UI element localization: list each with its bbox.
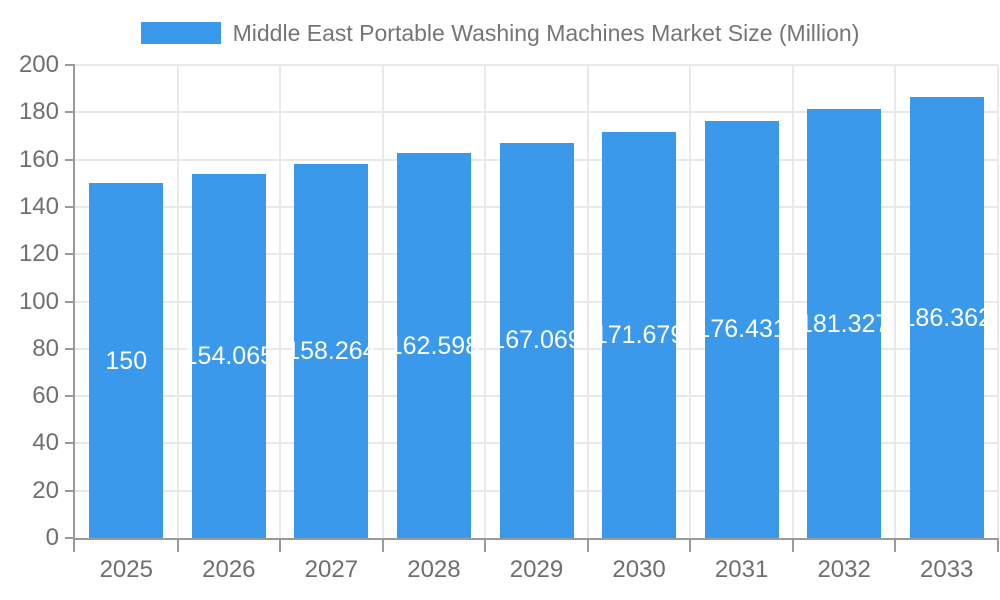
x-axis-tick-3	[381, 538, 384, 552]
x-axis-tick-9	[997, 538, 999, 552]
plot-area: 0 20 40 60 80 100 120 140 160 180 200 2025 150 2026 15…	[19, 53, 999, 583]
x-axis-tick-4	[484, 538, 487, 552]
y-axis-tick-100	[65, 300, 75, 303]
gridline-vertical-4	[484, 65, 487, 538]
y-axis-tick-180	[65, 111, 75, 114]
y-axis-tick-120	[65, 253, 75, 256]
y-axis-label-100: 100	[18, 287, 59, 315]
bar-2029[interactable]	[499, 142, 574, 538]
legend[interactable]: Middle East Portable Washing Machines Ma…	[0, 20, 1000, 46]
bar-2032[interactable]	[807, 109, 882, 538]
bar-2027[interactable]	[294, 163, 369, 538]
bar-2025[interactable]	[89, 183, 164, 538]
bar-2033[interactable]	[909, 97, 984, 538]
gridline-horizontal-200	[75, 64, 998, 66]
x-axis-label-2027: 2027	[304, 556, 359, 583]
y-axis-tick-40	[65, 442, 75, 445]
y-axis-label-120: 120	[18, 240, 59, 268]
gridline-vertical-1	[176, 65, 179, 538]
x-axis-label-2025: 2025	[99, 556, 153, 583]
x-axis-label-2033: 2033	[920, 556, 974, 583]
gridline-vertical-9	[997, 65, 999, 538]
bar-2026[interactable]	[191, 173, 266, 538]
y-axis-label-40: 40	[32, 429, 59, 457]
y-axis-tick-140	[65, 205, 75, 208]
y-axis-label-60: 60	[32, 382, 59, 410]
x-axis-label-2031: 2031	[714, 556, 769, 583]
gridline-vertical-5	[586, 65, 589, 538]
y-axis-tick-80	[65, 347, 75, 350]
x-axis-tick-1	[176, 538, 179, 552]
gridline-vertical-8	[894, 65, 897, 538]
x-axis-label-2032: 2032	[817, 556, 871, 583]
bar-2031[interactable]	[704, 120, 779, 538]
y-axis-tick-60	[65, 395, 75, 398]
gridline-vertical-2	[279, 65, 282, 538]
y-axis-label-20: 20	[32, 476, 59, 504]
y-axis-tick-200	[65, 64, 75, 66]
gridline-vertical-3	[381, 65, 384, 538]
y-axis-label-180: 180	[18, 98, 59, 126]
x-axis-tick-2	[279, 538, 282, 552]
y-axis-label-80: 80	[32, 334, 59, 362]
gridline-horizontal-180	[75, 111, 998, 114]
y-axis-tick-160	[65, 158, 75, 161]
bar-2028[interactable]	[396, 153, 471, 538]
x-axis-label-2029: 2029	[509, 556, 564, 583]
gridline-vertical-7	[791, 65, 794, 538]
y-axis-label-160: 160	[18, 145, 59, 173]
x-axis-label-2026: 2026	[202, 556, 256, 583]
legend-swatch-icon	[140, 22, 221, 44]
y-axis-label-0: 0	[45, 524, 59, 551]
x-axis-tick-5	[586, 538, 589, 552]
gridline-vertical-6	[689, 65, 692, 538]
y-axis-tick-0	[65, 537, 75, 539]
y-axis-tick-20	[65, 489, 75, 492]
y-axis-label-200: 200	[18, 51, 59, 78]
x-axis-label-2030: 2030	[612, 556, 666, 583]
x-axis-label-2028: 2028	[407, 556, 461, 583]
x-axis-tick-6	[689, 538, 692, 552]
x-axis-tick-8	[894, 538, 897, 552]
x-axis-tick-0	[73, 538, 75, 552]
y-axis-label-140: 140	[18, 192, 59, 220]
x-axis-tick-7	[791, 538, 794, 552]
bar-2030[interactable]	[602, 131, 677, 538]
legend-label: Middle East Portable Washing Machines Ma…	[232, 20, 860, 46]
